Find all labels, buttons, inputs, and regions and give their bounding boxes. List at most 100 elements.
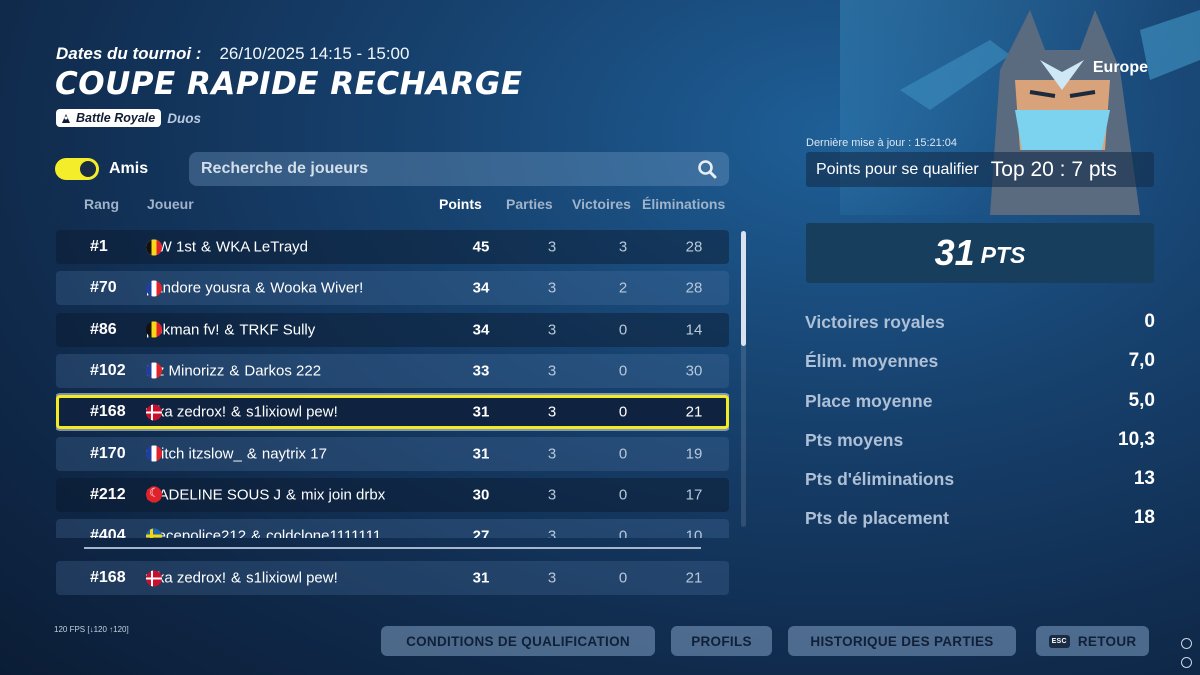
player-two-name[interactable]: Wooka Wiver! [270, 280, 363, 297]
row-players: GW 1st & WKA LeTrayd [146, 239, 308, 256]
mode-badge-label: Battle Royale [76, 111, 155, 125]
total-score: 31 PTS [806, 223, 1154, 283]
row-rank: #102 [90, 362, 126, 380]
player-separator: & [255, 280, 265, 297]
player-two-name[interactable]: TRKF Sully [239, 321, 315, 338]
player-separator: & [229, 362, 239, 379]
stat-label: Pts de placement [805, 508, 949, 529]
player-two-name[interactable]: s1lixiowl pew! [246, 404, 338, 421]
match-history-button[interactable]: HISTORIQUE DES PARTIES [788, 626, 1016, 656]
mode-sub: Duos [167, 111, 201, 126]
row-rank: #1 [90, 238, 108, 256]
region-label: Europe [1093, 59, 1148, 77]
table-header: Rang Joueur Points Parties Victoires Éli… [0, 196, 740, 216]
row-players: pokman fv! & TRKF Sully [146, 321, 315, 338]
flag-dk-icon [146, 404, 162, 420]
qualify-label: Points pour se qualifier [816, 161, 979, 179]
row-players: pandore yousra & Wooka Wiver! [146, 280, 363, 297]
col-rank: Rang [84, 196, 119, 212]
col-elims[interactable]: Éliminations [642, 196, 725, 212]
table-row[interactable]: #170 twitch itzslow_ & naytrix 17 31 3 0 19 [56, 437, 729, 471]
stat-label: Pts d'éliminations [805, 469, 954, 490]
player-two-name[interactable]: s1lixiowl pew! [246, 570, 338, 587]
row-points: 33 [461, 362, 501, 379]
row-players: wka zedrox! & s1lixiowl pew! [146, 570, 338, 587]
scrollbar-thumb[interactable] [741, 231, 746, 346]
search-placeholder: Recherche de joueurs [201, 160, 697, 178]
col-wins[interactable]: Victoires [572, 196, 631, 212]
stat-label: Place moyenne [805, 391, 932, 412]
leaderboard-list[interactable]: #1 GW 1st & WKA LeTrayd 45 3 3 28 #70 pandore you… [56, 230, 729, 538]
battle-royale-icon [60, 112, 72, 124]
col-games[interactable]: Parties [506, 196, 553, 212]
scrollbar[interactable] [741, 231, 746, 527]
player-two-name[interactable]: naytrix 17 [262, 445, 327, 462]
player-two-name[interactable]: coldclone1111111 [266, 528, 381, 538]
col-points[interactable]: Points [439, 196, 482, 212]
friends-toggle[interactable] [55, 158, 99, 180]
player-search-input[interactable]: Recherche de joueurs [189, 152, 729, 186]
row-points: 34 [461, 280, 501, 297]
stat-row: Pts d'éliminations 13 [805, 467, 1155, 506]
row-points: 27 [461, 528, 501, 538]
search-icon[interactable] [697, 159, 717, 179]
row-points: 30 [461, 486, 501, 503]
table-row[interactable]: #168 wka zedrox! & s1lixiowl pew! 31 3 0 21 [56, 561, 729, 595]
stat-value: 13 [1134, 468, 1155, 490]
player-separator: & [224, 321, 234, 338]
stat-value: 5,0 [1129, 390, 1155, 412]
settings-icon [1181, 657, 1192, 668]
player-one-name[interactable]: MADELINE SOUS J [146, 486, 281, 503]
row-rank: #212 [90, 486, 126, 504]
row-wins: 0 [603, 528, 643, 538]
row-rank: #168 [90, 569, 126, 587]
microphone-icon [1181, 638, 1192, 649]
row-players: MADELINE SOUS J&mix join drbx [146, 486, 385, 503]
stat-row: Pts moyens 10,3 [805, 428, 1155, 467]
flag-fr-icon [146, 363, 162, 379]
row-games: 3 [532, 239, 572, 256]
back-button[interactable]: ESC RETOUR [1036, 626, 1149, 656]
stat-row: Élim. moyennes 7,0 [805, 349, 1155, 388]
profiles-label: PROFILS [691, 634, 752, 649]
row-elims: 28 [674, 239, 714, 256]
score-value: 31 [935, 232, 975, 274]
row-elims: 10 [674, 528, 714, 538]
row-games: 3 [532, 445, 572, 462]
row-players: wka zedrox! & s1lixiowl pew! [146, 404, 338, 421]
table-row[interactable]: #86 pokman fv! & TRKF Sully 34 3 0 14 [56, 313, 729, 347]
player-two-name[interactable]: mix join drbx [301, 486, 385, 503]
row-rank: #70 [90, 279, 117, 297]
friends-label: Amis [109, 160, 148, 178]
table-row[interactable]: #1 GW 1st & WKA LeTrayd 45 3 3 28 [56, 230, 729, 264]
flag-tr-icon [146, 487, 162, 503]
flag-dk-icon [146, 570, 162, 586]
stat-row: Pts de placement 18 [805, 506, 1155, 545]
row-elims: 28 [674, 280, 714, 297]
table-row[interactable]: #168 wka zedrox! & s1lixiowl pew! 31 3 0 21 [56, 395, 729, 429]
row-players: piecepolice212 & coldclone1111111 [146, 528, 381, 538]
row-elims: 14 [674, 321, 714, 338]
profiles-button[interactable]: PROFILS [671, 626, 772, 656]
stat-row: Victoires royales 0 [805, 310, 1155, 349]
qualification-conditions-button[interactable]: CONDITIONS DE QUALIFICATION [381, 626, 655, 656]
row-wins: 0 [603, 404, 643, 421]
stat-label: Victoires royales [805, 312, 945, 333]
system-icons [1181, 638, 1195, 675]
row-rank: #170 [90, 445, 126, 463]
player-two-name[interactable]: Darkos 222 [244, 362, 321, 379]
qualification-label: CONDITIONS DE QUALIFICATION [406, 634, 630, 649]
mode-badge: Battle Royale [56, 109, 161, 127]
row-elims: 17 [674, 486, 714, 503]
flag-se-icon [146, 528, 162, 538]
friends-filter[interactable]: Amis [55, 158, 148, 180]
my-team-row[interactable]: #168 wka zedrox! & s1lixiowl pew! 31 3 0 21 [56, 561, 729, 595]
player-separator: & [231, 404, 241, 421]
row-games: 3 [532, 280, 572, 297]
table-row[interactable]: #70 pandore yousra & Wooka Wiver! 34 3 2 28 [56, 271, 729, 305]
table-row[interactable]: #404 piecepolice212 & coldclone1111111 27 3 0 1… [56, 519, 729, 538]
row-elims: 19 [674, 445, 714, 462]
player-two-name[interactable]: WKA LeTrayd [216, 239, 308, 256]
